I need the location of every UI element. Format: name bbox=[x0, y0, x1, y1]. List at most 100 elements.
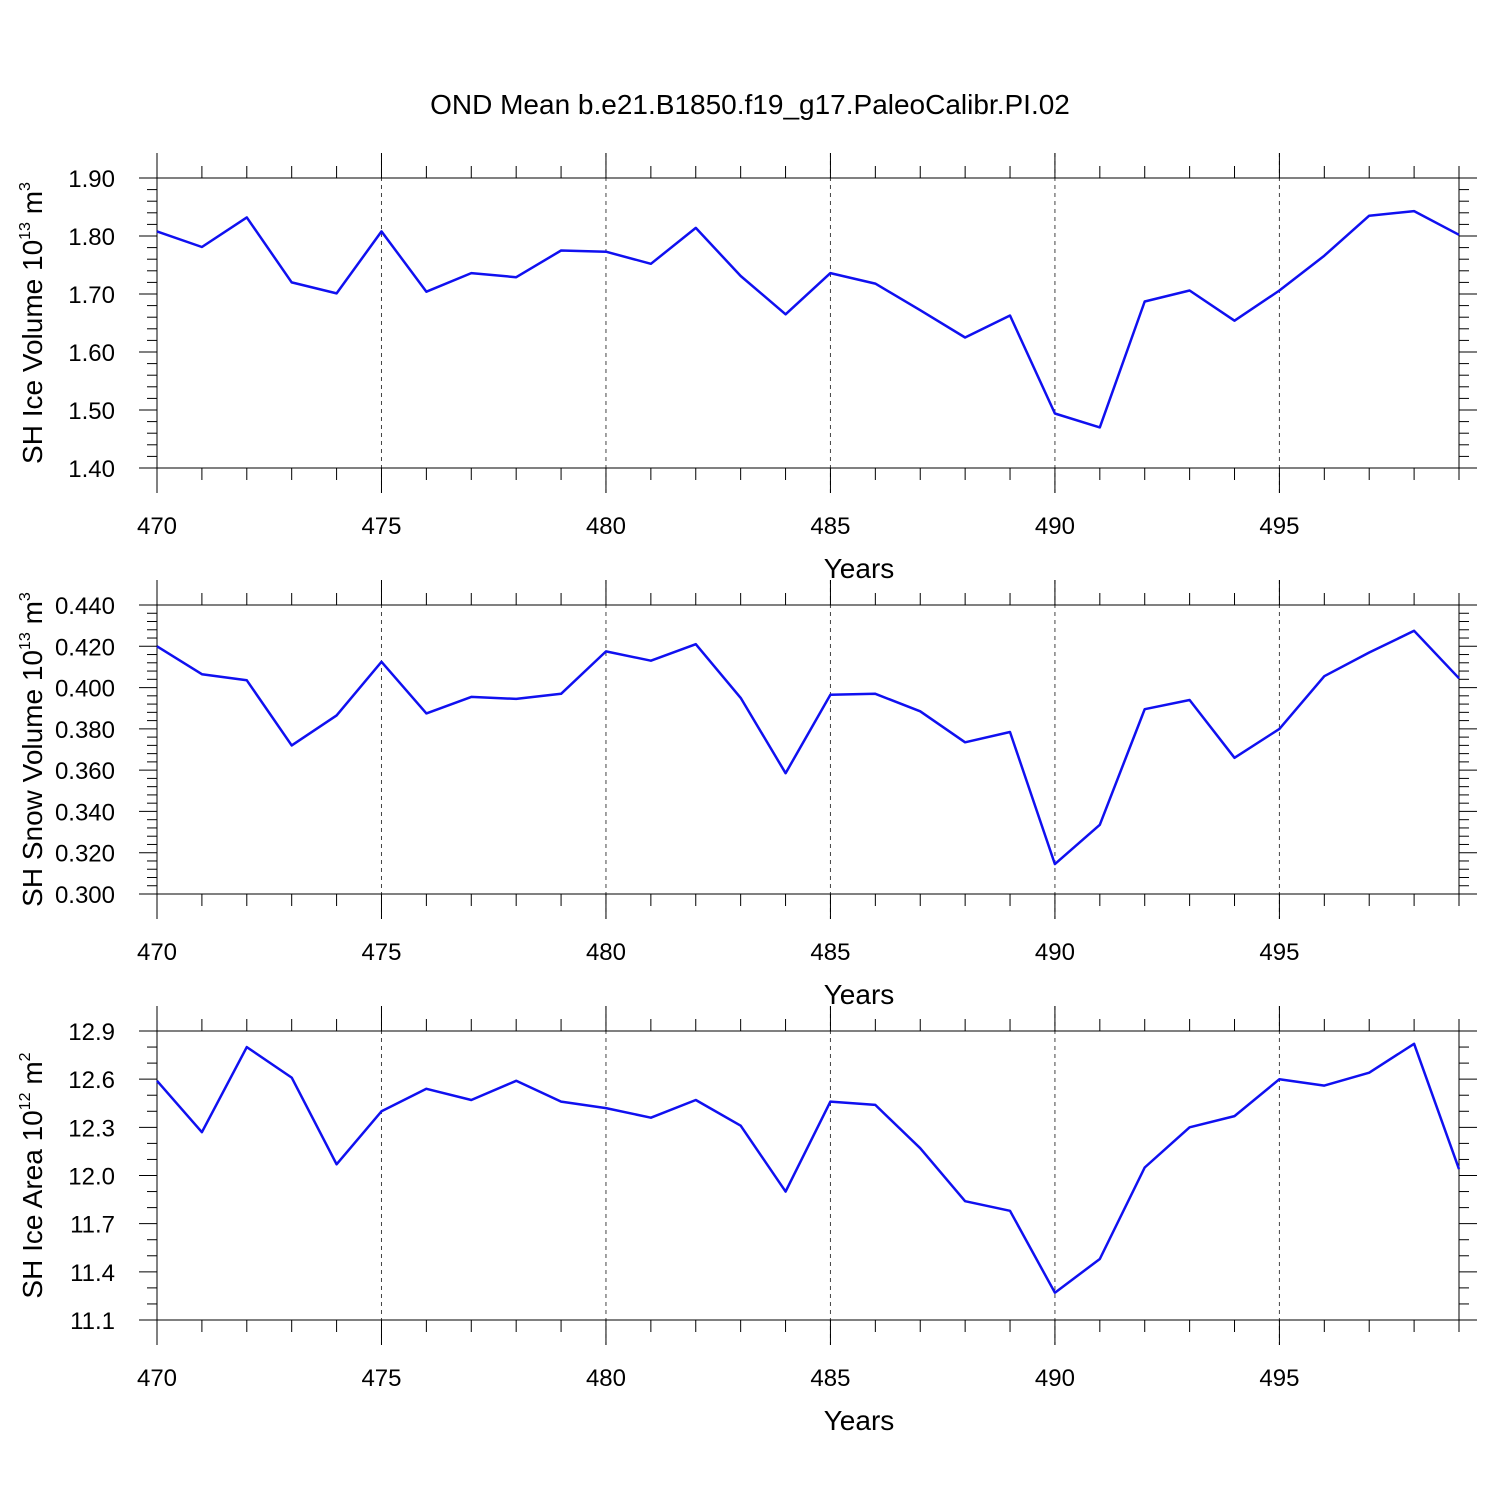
x-tick-label: 485 bbox=[810, 1365, 850, 1392]
x-tick-label: 470 bbox=[137, 939, 177, 966]
data-point bbox=[784, 312, 788, 316]
data-point bbox=[290, 743, 294, 747]
data-point bbox=[694, 1098, 698, 1102]
data-point bbox=[918, 709, 922, 713]
data-point bbox=[559, 1100, 563, 1104]
data-point bbox=[1053, 862, 1057, 866]
data-point bbox=[200, 1130, 204, 1134]
y-tick-label: 12.6 bbox=[68, 1067, 115, 1094]
y-tick-label: 1.50 bbox=[68, 398, 115, 425]
y-tick-label: 12.9 bbox=[68, 1019, 115, 1046]
y-tick-label: 11.1 bbox=[70, 1308, 115, 1335]
data-point bbox=[1367, 1071, 1371, 1075]
data-point bbox=[379, 229, 383, 233]
data-point bbox=[1322, 254, 1326, 258]
data-point bbox=[604, 1106, 608, 1110]
data-point bbox=[245, 678, 249, 682]
data-point bbox=[1233, 1114, 1237, 1118]
y-tick-label: 1.90 bbox=[68, 166, 115, 193]
x-tick-label: 480 bbox=[586, 1365, 626, 1392]
series-line bbox=[156, 1042, 1461, 1294]
panel-snow-volume: 470 475 480 485 490 495 0.300 0.320 0.340 0.360 0.… bbox=[17, 580, 1477, 1010]
data-point bbox=[828, 1100, 832, 1104]
panel-ice-area: 470 475 480 485 490 495 11.1 11.4 11.7 12.0 12.3 12… bbox=[17, 1006, 1477, 1436]
x-tick-label: 470 bbox=[137, 1365, 177, 1392]
data-point bbox=[1053, 411, 1057, 415]
series-line bbox=[156, 209, 1460, 429]
data-point bbox=[1412, 1042, 1416, 1046]
data-point bbox=[155, 1079, 159, 1083]
data-point bbox=[335, 291, 339, 295]
data-point bbox=[1233, 319, 1237, 323]
data-point bbox=[873, 1103, 877, 1107]
data-point bbox=[739, 1124, 743, 1128]
data-point bbox=[424, 1087, 428, 1091]
data-point bbox=[379, 1109, 383, 1113]
y-tick-label: 1.60 bbox=[68, 340, 115, 367]
x-tick-label: 475 bbox=[361, 939, 401, 966]
data-point bbox=[1098, 823, 1102, 827]
data-point bbox=[514, 697, 518, 701]
data-point bbox=[694, 642, 698, 646]
data-point bbox=[1457, 1167, 1461, 1171]
data-point bbox=[514, 275, 518, 279]
x-tick-label: 480 bbox=[586, 939, 626, 966]
data-point bbox=[424, 290, 428, 294]
data-point bbox=[1008, 313, 1012, 317]
data-point bbox=[1233, 756, 1237, 760]
data-point bbox=[1277, 1077, 1281, 1081]
data-point bbox=[155, 644, 159, 648]
data-point bbox=[1143, 300, 1147, 304]
x-tick-label: 470 bbox=[137, 513, 177, 540]
y-tick-label: 0.340 bbox=[55, 799, 115, 826]
data-point bbox=[604, 649, 608, 653]
data-point bbox=[1412, 209, 1416, 213]
data-point bbox=[1367, 650, 1371, 654]
y-tick-label: 0.420 bbox=[55, 634, 115, 661]
y-tick-label: 0.400 bbox=[55, 676, 115, 703]
x-tick-label: 475 bbox=[361, 513, 401, 540]
data-point bbox=[290, 1076, 294, 1080]
plot-frame bbox=[156, 177, 1460, 469]
y-tick-label: 11.7 bbox=[70, 1212, 115, 1239]
data-point bbox=[649, 659, 653, 663]
data-point bbox=[1098, 425, 1102, 429]
data-point bbox=[739, 696, 743, 700]
x-tick-label: 485 bbox=[810, 939, 850, 966]
y-tick-label: 1.80 bbox=[68, 224, 115, 251]
data-point bbox=[290, 280, 294, 284]
x-tick-label: 495 bbox=[1259, 513, 1299, 540]
x-tick-label: 490 bbox=[1035, 1365, 1075, 1392]
data-point bbox=[1008, 1209, 1012, 1213]
data-point bbox=[1322, 674, 1326, 678]
data-point bbox=[469, 271, 473, 275]
data-point bbox=[1143, 707, 1147, 711]
y-axis-label: SH Ice Volume 1013 m3 bbox=[17, 182, 48, 464]
data-point bbox=[424, 711, 428, 715]
data-point bbox=[918, 1146, 922, 1150]
y-tick-label: 11.4 bbox=[70, 1260, 115, 1287]
data-point bbox=[1412, 629, 1416, 633]
figure-title: OND Mean b.e21.B1850.f19_g17.PaleoCalibr… bbox=[430, 89, 1070, 120]
x-tick-label: 490 bbox=[1035, 513, 1075, 540]
data-point bbox=[873, 692, 877, 696]
data-point bbox=[649, 262, 653, 266]
data-point bbox=[963, 336, 967, 340]
data-point bbox=[200, 672, 204, 676]
data-point bbox=[1277, 727, 1281, 731]
x-tick-label: 480 bbox=[586, 513, 626, 540]
data-point bbox=[469, 695, 473, 699]
y-tick-label: 0.300 bbox=[55, 882, 115, 909]
data-point bbox=[963, 740, 967, 744]
x-tick-label: 495 bbox=[1259, 939, 1299, 966]
data-point bbox=[784, 1190, 788, 1194]
y-tick-label: 0.360 bbox=[55, 758, 115, 785]
x-axis-label: Years bbox=[824, 1405, 895, 1436]
data-point bbox=[1053, 1291, 1057, 1295]
y-tick-label: 0.440 bbox=[55, 593, 115, 620]
data-point bbox=[1457, 233, 1461, 237]
data-point bbox=[963, 1199, 967, 1203]
data-point bbox=[245, 215, 249, 219]
data-point bbox=[604, 250, 608, 254]
